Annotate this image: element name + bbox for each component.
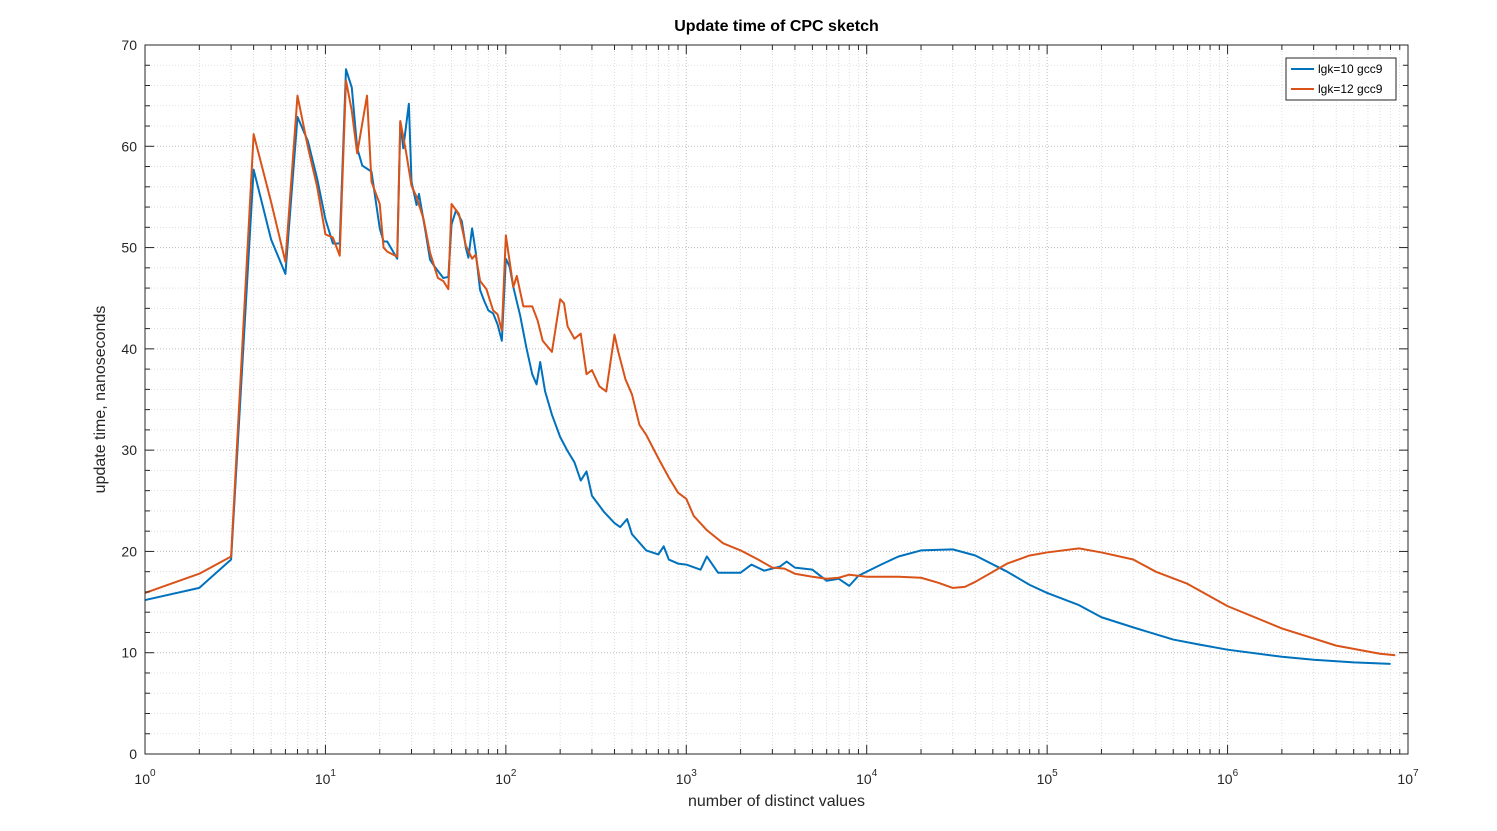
x-axis-label: number of distinct values	[688, 793, 865, 810]
x-tick-label: 107	[1397, 768, 1419, 787]
x-tick-label: 100	[134, 768, 156, 787]
x-tick-label: 105	[1037, 768, 1059, 787]
x-tick-exponent: 5	[1052, 768, 1058, 779]
x-tick-exponent: 4	[872, 768, 878, 779]
x-tick-label: 101	[315, 768, 337, 787]
x-tick-label: 104	[856, 768, 878, 787]
series-line-0	[144, 68, 1391, 665]
x-tick-exponent: 3	[691, 768, 697, 779]
y-tick-label: 50	[121, 240, 137, 256]
y-tick-label: 60	[121, 138, 137, 154]
minor-gridlines	[145, 45, 1408, 754]
x-tick-base: 10	[134, 771, 150, 787]
series-line-1	[144, 79, 1396, 657]
x-tick-exponent: 1	[330, 768, 336, 779]
chart-title: Update time of CPC sketch	[674, 18, 878, 35]
x-tick-exponent: 6	[1233, 768, 1239, 779]
x-tick-base: 10	[1397, 771, 1413, 787]
y-tick-labels: 0 10 20 30 40 50 60 70	[121, 37, 137, 762]
x-tick-label: 106	[1217, 768, 1239, 787]
legend-label-lgk10: lgk=10 gcc9	[1318, 62, 1383, 76]
y-tick-label: 30	[121, 442, 137, 458]
x-tick-base: 10	[856, 771, 872, 787]
y-tick-label: 40	[121, 341, 137, 357]
x-tick-exponent: 7	[1413, 768, 1419, 779]
x-tick-label: 103	[676, 768, 698, 787]
y-axis-label: update time, nanoseconds	[92, 306, 109, 494]
y-tick-label: 20	[121, 543, 137, 559]
x-tick-base: 10	[676, 771, 692, 787]
legend-box	[1285, 57, 1397, 101]
axis-ticks	[144, 44, 1409, 755]
legend-label-lgk12: lgk=12 gcc9	[1318, 82, 1383, 96]
x-tick-base: 10	[315, 771, 331, 787]
x-tick-base: 10	[495, 771, 511, 787]
x-tick-base: 10	[1037, 771, 1053, 787]
x-tick-labels: 100 101 102 103 104 105 106 107	[134, 768, 1419, 787]
plot-area	[145, 45, 1408, 754]
legend: lgk=10 gcc9 lgk=12 gcc9	[1285, 57, 1397, 101]
y-tick-label: 0	[129, 746, 137, 762]
y-tick-label: 10	[121, 645, 137, 661]
x-tick-base: 10	[1217, 771, 1233, 787]
x-tick-exponent: 0	[150, 768, 156, 779]
x-tick-exponent: 2	[511, 768, 517, 779]
y-tick-label: 70	[121, 37, 137, 53]
series-layer	[144, 68, 1396, 665]
x-tick-label: 102	[495, 768, 517, 787]
plot-frame	[144, 44, 1409, 755]
